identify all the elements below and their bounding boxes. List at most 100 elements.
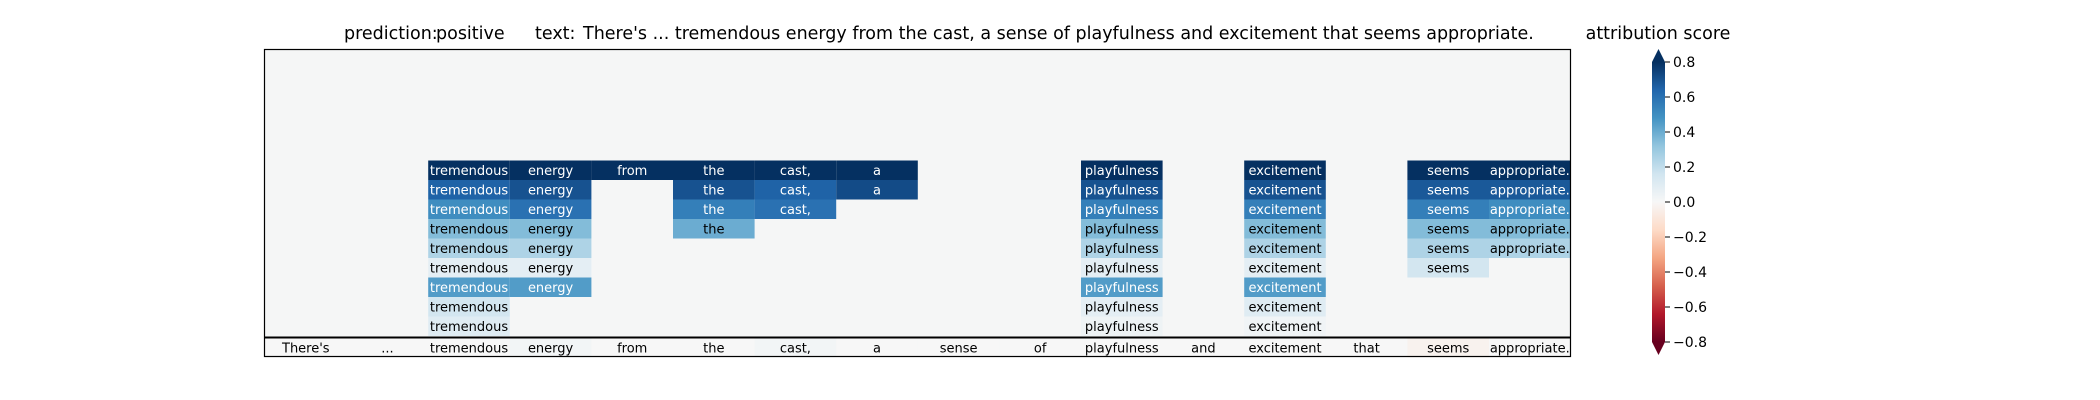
cell-fill	[1244, 338, 1326, 358]
layer-cell: playfulness	[1081, 238, 1163, 258]
layer-cell: playfulness	[1081, 199, 1163, 219]
cell-fill	[1244, 238, 1326, 258]
cell-fill	[999, 338, 1081, 358]
base-token-cell: that	[1325, 338, 1408, 358]
layer-cell: tremendous	[428, 160, 510, 180]
base-token-cell: appropriate.	[1489, 338, 1571, 358]
cell-fill	[1407, 180, 1489, 200]
colorbar-tick-label: 0.4	[1673, 125, 1695, 141]
cell-fill	[836, 180, 918, 200]
cell-fill	[1081, 160, 1163, 180]
cell-fill	[754, 180, 837, 200]
layer-cell: energy	[509, 277, 592, 297]
cell-token-label: the	[703, 183, 724, 198]
cell-fill	[428, 277, 510, 297]
cell-fill	[1081, 277, 1163, 297]
cell-fill	[428, 297, 510, 317]
cell-token-label: energy	[528, 183, 574, 198]
colorbar-tick-label: 0.0	[1673, 195, 1695, 211]
layer-cell: playfulness	[1081, 316, 1163, 336]
layer-cell: the	[673, 180, 755, 200]
cell-fill	[1489, 160, 1571, 180]
cell-fill	[509, 219, 592, 239]
colorbar-tick-label: 0.6	[1673, 90, 1695, 106]
cell-token-label: There's	[281, 341, 330, 356]
cell-fill	[1244, 219, 1326, 239]
layer-cell: playfulness	[1081, 219, 1163, 239]
prediction-value: positive	[436, 24, 505, 44]
colorbar-ticks: 0.8 0.6 0.4 0.2 0.0 −0.2 −0.4 −0.6 −0.8	[1665, 55, 1707, 351]
cell-token-label: seems	[1427, 341, 1469, 356]
layer-cell: energy	[509, 199, 592, 219]
cell-token-label: playfulness	[1085, 320, 1159, 335]
layer-cell: playfulness	[1081, 180, 1163, 200]
cell-fill	[1407, 338, 1489, 358]
base-token-cell: the	[673, 338, 755, 358]
cell-fill	[428, 258, 510, 278]
cell-fill	[1081, 258, 1163, 278]
cell-token-label: a	[873, 183, 881, 198]
layer-cell: appropriate.	[1489, 199, 1571, 219]
colorbar-tick-label: 0.8	[1673, 55, 1695, 71]
cell-token-label: appropriate.	[1490, 203, 1570, 218]
cell-token-label: the	[703, 222, 724, 237]
cell-token-label: playfulness	[1085, 222, 1159, 237]
cell-fill	[428, 316, 510, 336]
cell-fill	[509, 180, 592, 200]
cell-token-label: seems	[1427, 164, 1469, 179]
cell-fill	[1244, 316, 1326, 336]
cell-token-label: energy	[528, 261, 574, 276]
cell-token-label: tremendous	[430, 281, 509, 296]
cell-token-label: energy	[528, 222, 574, 237]
colorbar-extend-top	[1652, 49, 1665, 62]
layer-cell: tremendous	[428, 316, 510, 336]
base-token-row: There's... tremendous energy from the cast, a s…	[265, 338, 1571, 358]
colorbar-tick-label: 0.2	[1673, 160, 1695, 176]
cell-token-label: the	[703, 341, 724, 356]
cell-fill	[1489, 219, 1571, 239]
layer-cell: tremendous	[428, 297, 510, 317]
cell-token-label: excitement	[1248, 164, 1321, 179]
prediction-label: prediction:	[344, 24, 438, 44]
layer-cell: excitement	[1244, 297, 1326, 317]
cell-token-label: tremendous	[430, 341, 509, 356]
layer-cell: a	[836, 180, 918, 200]
colorbar	[1652, 62, 1665, 342]
cell-fill	[1081, 238, 1163, 258]
cell-token-label: that	[1353, 341, 1379, 356]
cell-fill	[673, 160, 755, 180]
cell-token-label: tremendous	[430, 300, 509, 315]
layer-cell: appropriate.	[1489, 238, 1571, 258]
cell-token-label: seems	[1427, 183, 1469, 198]
layer-cell: from	[591, 160, 673, 180]
cell-fill	[1407, 199, 1489, 219]
cell-fill	[1244, 180, 1326, 200]
cell-fill	[1081, 219, 1163, 239]
cell-token-label: tremendous	[430, 164, 509, 179]
cell-token-label: seems	[1427, 203, 1469, 218]
cell-fill	[1489, 180, 1571, 200]
cell-token-label: playfulness	[1085, 164, 1159, 179]
base-token-cell: tremendous	[428, 338, 510, 358]
cell-fill	[428, 199, 510, 219]
layer-cell: appropriate.	[1489, 219, 1571, 239]
base-token-cell: ...	[346, 338, 429, 358]
cell-fill	[428, 338, 510, 358]
cell-token-label: excitement	[1248, 261, 1321, 276]
layer-cell: playfulness	[1081, 277, 1163, 297]
cell-token-label: cast,	[780, 203, 811, 218]
layer-cell: playfulness	[1081, 297, 1163, 317]
cell-token-label: excitement	[1248, 281, 1321, 296]
cell-token-label: of	[1034, 341, 1047, 356]
cell-fill	[1244, 199, 1326, 219]
cell-token-label: a	[873, 164, 881, 179]
text-label: text:	[535, 24, 575, 44]
cell-fill	[1081, 199, 1163, 219]
cell-fill	[1407, 238, 1489, 258]
cell-fill	[509, 258, 592, 278]
cell-fill	[428, 160, 510, 180]
base-token-cell: cast,	[754, 338, 837, 358]
plot-frame	[263, 48, 1572, 358]
cell-token-label: ...	[381, 341, 393, 356]
layer-cell: the	[673, 219, 755, 239]
